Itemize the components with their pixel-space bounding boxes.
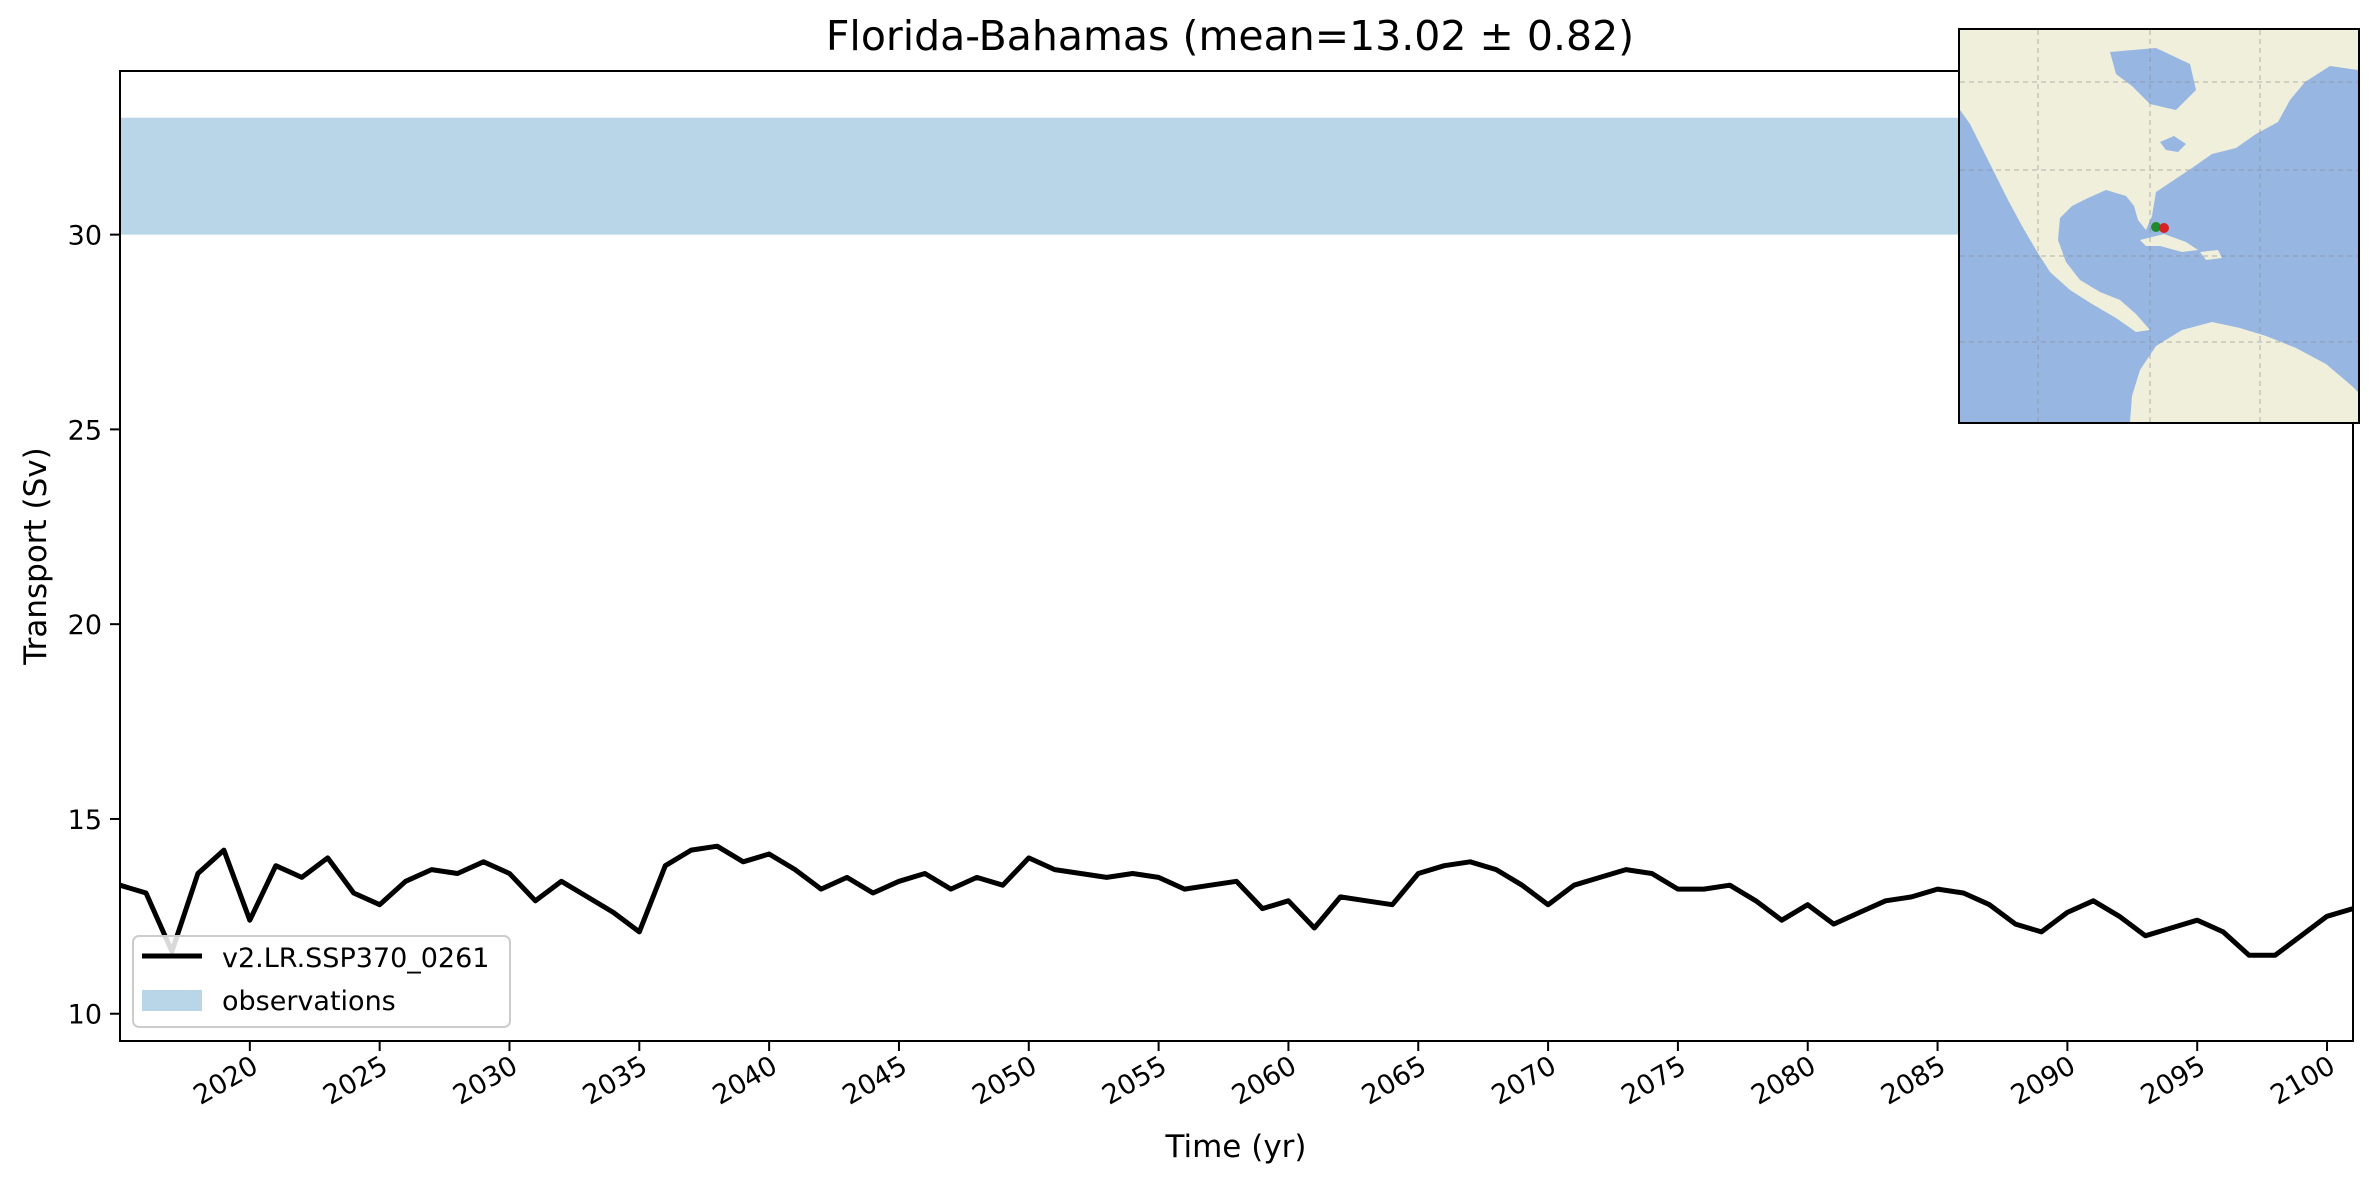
y-tick-label: 15 (68, 805, 102, 836)
greenland-landmass (2260, 30, 2358, 60)
great-lakes (2160, 136, 2186, 152)
south-america-landmass (2130, 322, 2358, 422)
y-tick-label: 30 (68, 221, 102, 252)
y-tick-label: 25 (68, 415, 102, 446)
hudson-bay (2110, 48, 2196, 110)
hispaniola-island (2200, 250, 2222, 260)
legend-entry-model: v2.LR.SSP370_0261 (222, 943, 489, 974)
y-axis: 10 15 20 25 30 (68, 221, 120, 1031)
x-axis-label: Time (yr) (1165, 1129, 1307, 1165)
cuba-island (2140, 234, 2198, 252)
series-line-0 (119, 843, 2354, 958)
axes-frame (119, 70, 2354, 1042)
y-tick-label: 20 (68, 610, 102, 641)
map-gridlines (1960, 30, 2358, 422)
inset-map (1958, 28, 2360, 424)
legend: v2.LR.SSP370_0261 observations (132, 935, 511, 1028)
legend-band-swatch (142, 990, 202, 1011)
y-axis-label: Transport (Sv) (18, 447, 54, 666)
legend-entry-observations: observations (222, 986, 396, 1017)
chart-title: Florida-Bahamas (mean=13.02 ± 0.82) (826, 12, 1634, 60)
section-start-marker (2151, 222, 2161, 232)
y-tick-label: 10 (68, 1000, 102, 1031)
section-end-marker (2159, 223, 2169, 233)
legend-box (132, 935, 511, 1028)
